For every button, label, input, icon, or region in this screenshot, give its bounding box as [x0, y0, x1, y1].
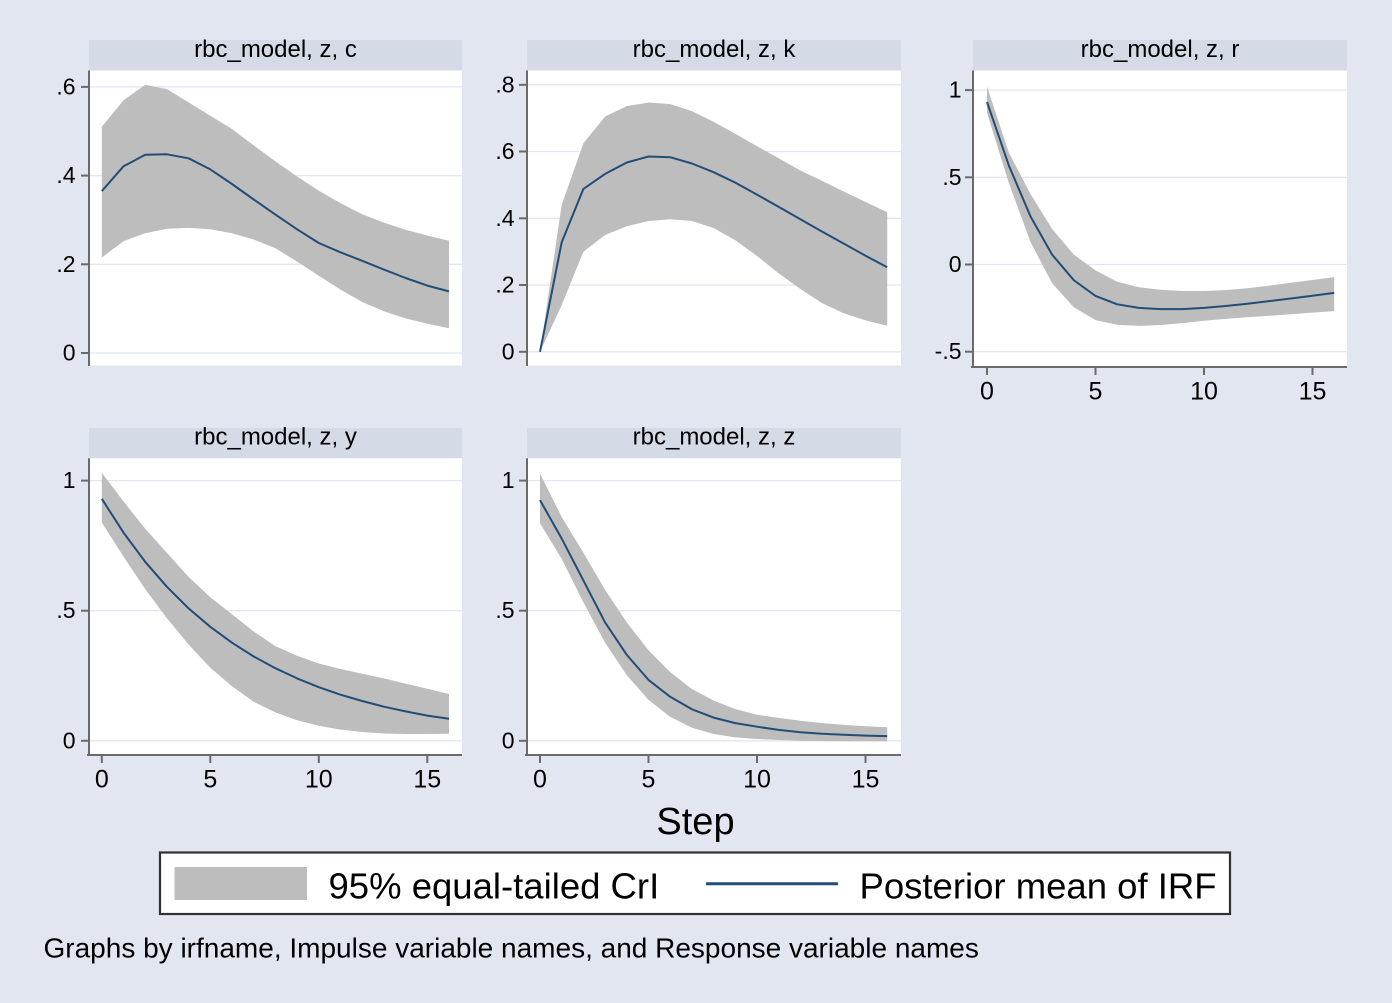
- svg-text:0: 0: [63, 340, 76, 366]
- svg-text:Graphs by irfname, Impulse var: Graphs by irfname, Impulse variable name…: [44, 933, 979, 964]
- svg-text:1: 1: [502, 467, 515, 493]
- svg-text:15: 15: [1299, 378, 1327, 406]
- svg-text:rbc_model, z, c: rbc_model, z, c: [194, 36, 357, 63]
- svg-text:95% equal-tailed CrI: 95% equal-tailed CrI: [329, 866, 660, 907]
- svg-text:rbc_model, z, k: rbc_model, z, k: [633, 36, 797, 63]
- svg-text:rbc_model, z, z: rbc_model, z, z: [633, 424, 796, 451]
- svg-text:0: 0: [63, 727, 76, 753]
- svg-text:10: 10: [305, 766, 333, 794]
- svg-text:rbc_model, z, r: rbc_model, z, r: [1081, 36, 1240, 63]
- svg-text:1: 1: [63, 467, 76, 493]
- svg-text:rbc_model, z, y: rbc_model, z, y: [194, 424, 357, 451]
- svg-text:0: 0: [502, 727, 515, 753]
- svg-text:10: 10: [1190, 378, 1218, 406]
- svg-text:0: 0: [502, 338, 515, 364]
- svg-text:.6: .6: [56, 73, 75, 99]
- svg-text:.4: .4: [495, 205, 514, 231]
- svg-text:.8: .8: [495, 71, 514, 97]
- svg-text:5: 5: [1089, 378, 1103, 406]
- svg-text:0: 0: [949, 251, 962, 277]
- svg-text:15: 15: [852, 766, 880, 794]
- svg-text:.5: .5: [495, 597, 514, 623]
- svg-text:0: 0: [533, 766, 547, 794]
- svg-text:.2: .2: [495, 272, 514, 298]
- svg-text:0: 0: [980, 378, 994, 406]
- svg-text:5: 5: [642, 766, 656, 794]
- svg-text:Posterior mean of IRF: Posterior mean of IRF: [860, 866, 1217, 907]
- svg-text:.6: .6: [495, 138, 514, 164]
- svg-text:.4: .4: [56, 162, 75, 188]
- svg-text:-.5: -.5: [935, 338, 962, 364]
- svg-text:1: 1: [949, 77, 962, 103]
- svg-text:15: 15: [413, 766, 441, 794]
- svg-text:5: 5: [203, 766, 217, 794]
- svg-text:10: 10: [743, 766, 771, 794]
- svg-text:.5: .5: [56, 597, 75, 623]
- svg-text:.5: .5: [942, 164, 961, 190]
- svg-text:Step: Step: [656, 801, 734, 843]
- svg-text:.2: .2: [56, 251, 75, 277]
- svg-text:0: 0: [95, 766, 109, 794]
